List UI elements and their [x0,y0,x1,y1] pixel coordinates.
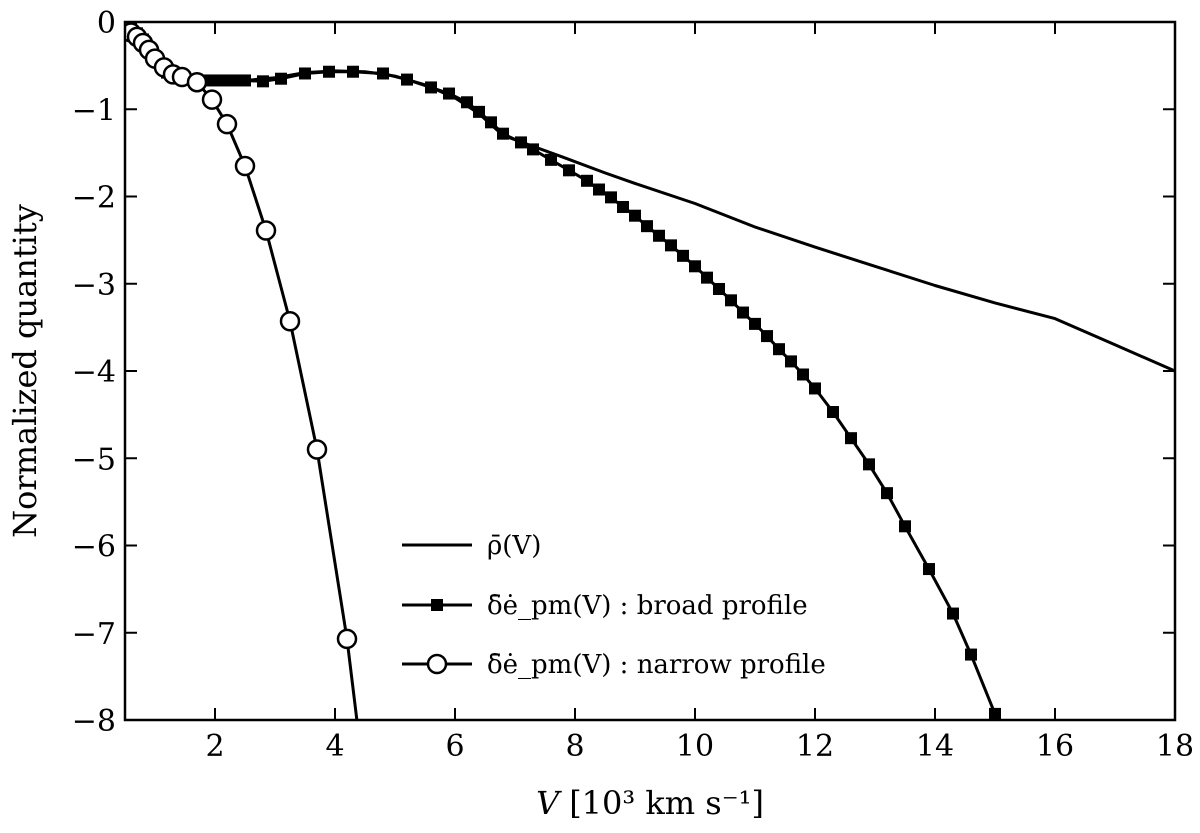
legend-item-narrow: δ̄ė_pm(V) : narrow profile [402,650,826,680]
data-point-square [581,174,593,187]
data-point-square [347,65,359,78]
data-point-square [299,67,311,80]
y-axis-title: Normalized quantity [6,204,44,538]
data-point-circle [336,628,358,650]
y-tick-label: −7 [72,617,116,652]
data-point-square [881,487,893,500]
data-point-square [227,74,239,87]
data-point-square [401,73,413,86]
x-tick-label: 12 [796,729,834,764]
data-point-square [785,355,797,368]
data-point-square [545,153,557,166]
data-point-square [275,72,287,85]
y-tick-label: −6 [72,530,116,565]
data-point-circle [255,220,277,241]
y-tick-label: −4 [72,355,116,390]
data-point-square [713,282,725,295]
data-point-circle [201,89,223,110]
x-tick-label: 6 [445,729,464,764]
y-tick-label: −8 [72,704,116,739]
data-point-square [665,239,677,252]
data-point-square [845,432,857,445]
data-point-square [947,607,959,620]
data-point-square [827,406,839,419]
data-point-square [737,306,749,319]
legend-marker-square [431,599,443,611]
x-tick-label: 10 [676,729,714,764]
data-point-square [527,143,539,156]
series-layer [125,22,1175,746]
data-point-square [497,127,509,140]
legend: ρ̄(V) δ̄ė_pm(V) : broad profile δ̄ė_pm(V… [402,531,826,680]
x-tick-label: 18 [1156,729,1194,764]
data-point-square [425,81,437,94]
data-point-square [641,220,653,233]
data-point-square [797,368,809,381]
data-point-circle [350,728,368,746]
data-point-square [257,75,269,88]
data-point-circle [186,71,208,93]
data-point-square [749,317,761,330]
data-point-square [863,458,875,471]
data-point-square [725,294,737,307]
data-point-square [605,191,617,204]
data-point-square [809,382,821,395]
data-point-square [563,164,575,177]
data-point-square [761,330,773,343]
data-point-circle [234,155,256,177]
legend-label-density: ρ̄(V) [487,531,541,561]
axis-ticks: 2 4 6 8 10 12 14 16 18 0 −1 −2 −3 −4 −5 −6 −7 −8 [72,6,1194,764]
data-point-square [515,136,527,149]
data-point-square [215,74,227,87]
x-tick-label: 14 [916,729,954,764]
data-point-square [473,105,485,118]
data-point-square [617,200,629,213]
x-axis-title: V [10³ km s⁻¹] [536,784,764,822]
x-tick-label: 2 [205,729,224,764]
series-2 [125,22,368,746]
data-point-square [593,183,605,196]
legend-item-broad: δ̄ė_pm(V) : broad profile [402,591,808,621]
y-tick-label: −5 [72,442,116,477]
data-point-circle [216,113,238,135]
legend-label-broad: δ̄ė_pm(V) : broad profile [487,591,808,621]
series-line-2 [125,25,359,720]
data-point-square [689,260,701,273]
data-point-square [323,65,335,78]
x-axis-units: [10³ km s⁻¹] [569,784,764,822]
data-point-square [989,707,1001,720]
data-point-square [773,343,785,356]
data-point-square [239,74,251,87]
y-tick-label: 0 [97,6,116,41]
data-point-square [377,67,389,80]
legend-marker-circle [426,653,448,675]
x-tick-label: 4 [325,729,344,764]
data-point-square [461,96,473,109]
data-point-circle [306,439,328,460]
data-point-square [677,249,689,262]
data-point-square [443,87,455,100]
legend-item-density: ρ̄(V) [402,531,541,561]
y-tick-label: −2 [72,181,116,216]
data-point-square [653,229,665,242]
data-point-circle [279,311,301,332]
y-tick-label: −1 [72,93,116,128]
data-point-square [629,209,641,222]
legend-label-narrow: δ̄ė_pm(V) : narrow profile [487,650,826,680]
x-tick-label: 8 [565,729,584,764]
data-point-square [485,116,497,129]
data-point-square [923,563,935,576]
x-axis-variable: V [536,784,562,822]
data-point-square [965,648,977,661]
data-point-square [899,520,911,533]
data-point-square [701,271,713,284]
x-tick-label: 16 [1036,729,1074,764]
y-tick-label: −3 [72,268,116,303]
